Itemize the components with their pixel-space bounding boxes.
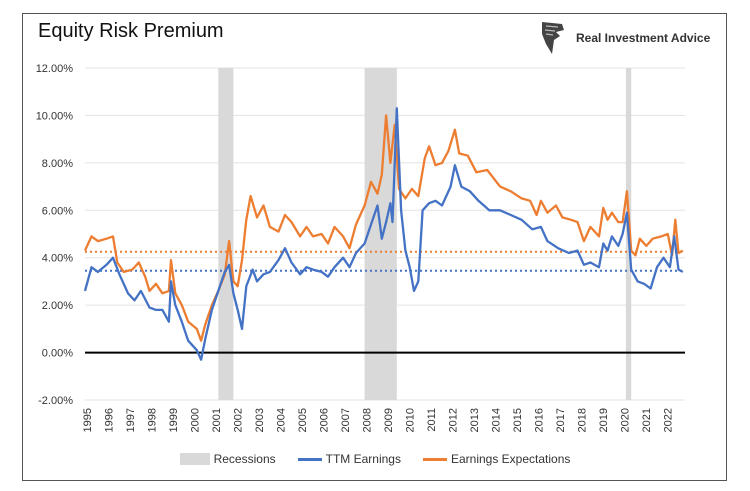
y-tick-label: 4.00% (42, 253, 73, 265)
y-tick-label: 12.00% (36, 63, 74, 75)
legend-recessions: Recessions (179, 452, 276, 466)
x-tick-label: 2007 (340, 408, 352, 432)
x-tick-label: 2013 (469, 408, 481, 432)
legend-swatch-exp (422, 457, 447, 461)
x-tick-label: 2020 (620, 408, 632, 432)
y-tick-label: 8.00% (42, 158, 73, 170)
y-tick-label: 6.00% (42, 205, 73, 217)
eagle-logo-icon (542, 22, 564, 54)
x-tick-label: 2021 (641, 408, 653, 432)
x-tick-label: 2018 (577, 408, 589, 432)
y-tick-label: 2.00% (42, 300, 73, 312)
x-tick-label: 2008 (362, 408, 374, 432)
brand-logo: Real Investment Advice (540, 20, 710, 56)
y-tick-label: -2.00% (38, 395, 73, 407)
legend-swatch-ttm (297, 457, 322, 461)
y-tick-label: 0.00% (42, 348, 73, 360)
legend-exp: Earnings Expectations (422, 452, 571, 466)
legend-label-exp: Earnings Expectations (450, 452, 571, 466)
legend-label-recessions: Recessions (213, 452, 276, 466)
x-tick-label: 2015 (512, 408, 524, 432)
legend-label-ttm: TTM Earnings (325, 452, 401, 466)
x-tick-label: 2014 (491, 408, 503, 432)
brand-name: Real Investment Advice (576, 31, 711, 45)
y-tick-label: 10.00% (36, 110, 74, 122)
series-line-exp (83, 114, 684, 342)
x-tick-label: 2006 (319, 408, 331, 432)
x-tick-label: 1998 (147, 408, 159, 432)
legend: Recessions TTM Earnings Earnings Expecta… (0, 452, 750, 466)
x-tick-label: 1996 (104, 408, 116, 432)
x-tick-label: 2001 (211, 408, 223, 432)
x-tick-label: 2016 (534, 408, 546, 432)
x-tick-label: 2004 (276, 408, 288, 432)
x-tick-label: 2000 (190, 408, 202, 432)
chart-title: Equity Risk Premium (38, 20, 224, 42)
x-tick-label: 2022 (663, 408, 675, 432)
x-tick-label: 2005 (297, 408, 309, 432)
x-tick-label: 2012 (448, 408, 460, 432)
x-tick-label: 1995 (82, 408, 94, 432)
x-tick-label: 2002 (233, 408, 245, 432)
x-tick-label: 2010 (405, 408, 417, 432)
legend-swatch-recessions (179, 453, 210, 465)
recession-band (218, 68, 234, 400)
x-tick-label: 1997 (125, 408, 137, 432)
x-tick-label: 1999 (168, 408, 180, 432)
series-line-ttm (83, 107, 684, 361)
x-tick-label: 2003 (254, 408, 266, 432)
x-tick-label: 2009 (383, 408, 395, 432)
x-tick-label: 2011 (426, 408, 438, 432)
x-tick-label: 2017 (555, 408, 567, 432)
x-tick-label: 2019 (598, 408, 610, 432)
legend-ttm: TTM Earnings (297, 452, 401, 466)
